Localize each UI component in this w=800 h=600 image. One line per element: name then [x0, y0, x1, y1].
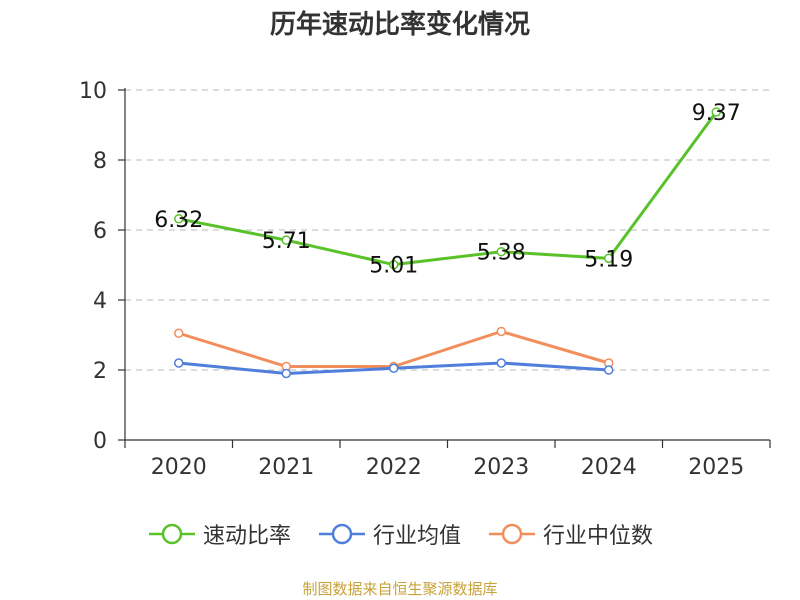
x-tick-label: 2023 — [473, 455, 529, 480]
x-tick-label: 2020 — [151, 455, 207, 480]
data-point — [604, 253, 614, 264]
x-tick-label: 2022 — [366, 455, 422, 480]
legend-label: 速动比率 — [202, 524, 291, 549]
legend-label: 行业均值 — [372, 524, 461, 549]
x-tick-label: 2025 — [688, 455, 744, 480]
legend-swatch-icon — [489, 523, 535, 545]
legend: 速动比率 行业均值 行业中位数 — [0, 518, 800, 550]
data-label: 9.37 — [692, 101, 741, 126]
series-line — [178, 330, 610, 368]
legend-swatch-icon — [318, 523, 365, 545]
data-point — [174, 214, 184, 224]
data-point — [389, 259, 399, 270]
data-point — [281, 368, 291, 379]
legend-swatch-icon — [148, 523, 195, 545]
legend-item-industry-average[interactable]: 行业均值 — [317, 518, 461, 550]
y-tick-label: 4 — [93, 289, 107, 314]
data-label: 5.01 — [369, 254, 418, 279]
y-tick-label: 6 — [93, 219, 107, 244]
data-source-note: 制图数据来自恒生聚源数据库 — [302, 580, 498, 598]
data-point — [389, 363, 399, 373]
data-point — [174, 358, 184, 368]
data-point — [711, 107, 721, 117]
data-point — [281, 235, 291, 245]
data-point — [604, 365, 614, 375]
chart-title: 历年速动比率变化情况 — [269, 10, 530, 40]
data-point — [496, 246, 506, 257]
y-tick-label: 2 — [93, 359, 107, 384]
data-label: 5.71 — [262, 229, 311, 254]
data-label: 5.38 — [477, 241, 526, 266]
legend-label: 行业中位数 — [543, 524, 654, 549]
data-label: 6.32 — [154, 208, 203, 233]
data-point — [174, 328, 184, 338]
legend-item-industry-median[interactable]: 行业中位数 — [487, 518, 653, 550]
data-point — [496, 326, 506, 337]
legend-item-speed-ratio[interactable]: 速动比率 — [147, 518, 291, 550]
y-tick-label: 10 — [79, 79, 107, 104]
series-line — [178, 111, 718, 267]
data-label: 5.19 — [584, 247, 633, 272]
x-tick-label: 2021 — [258, 455, 314, 480]
y-tick-label: 0 — [93, 429, 107, 454]
y-tick-label: 8 — [93, 149, 107, 174]
data-point — [496, 358, 506, 368]
x-tick-label: 2024 — [581, 455, 637, 480]
